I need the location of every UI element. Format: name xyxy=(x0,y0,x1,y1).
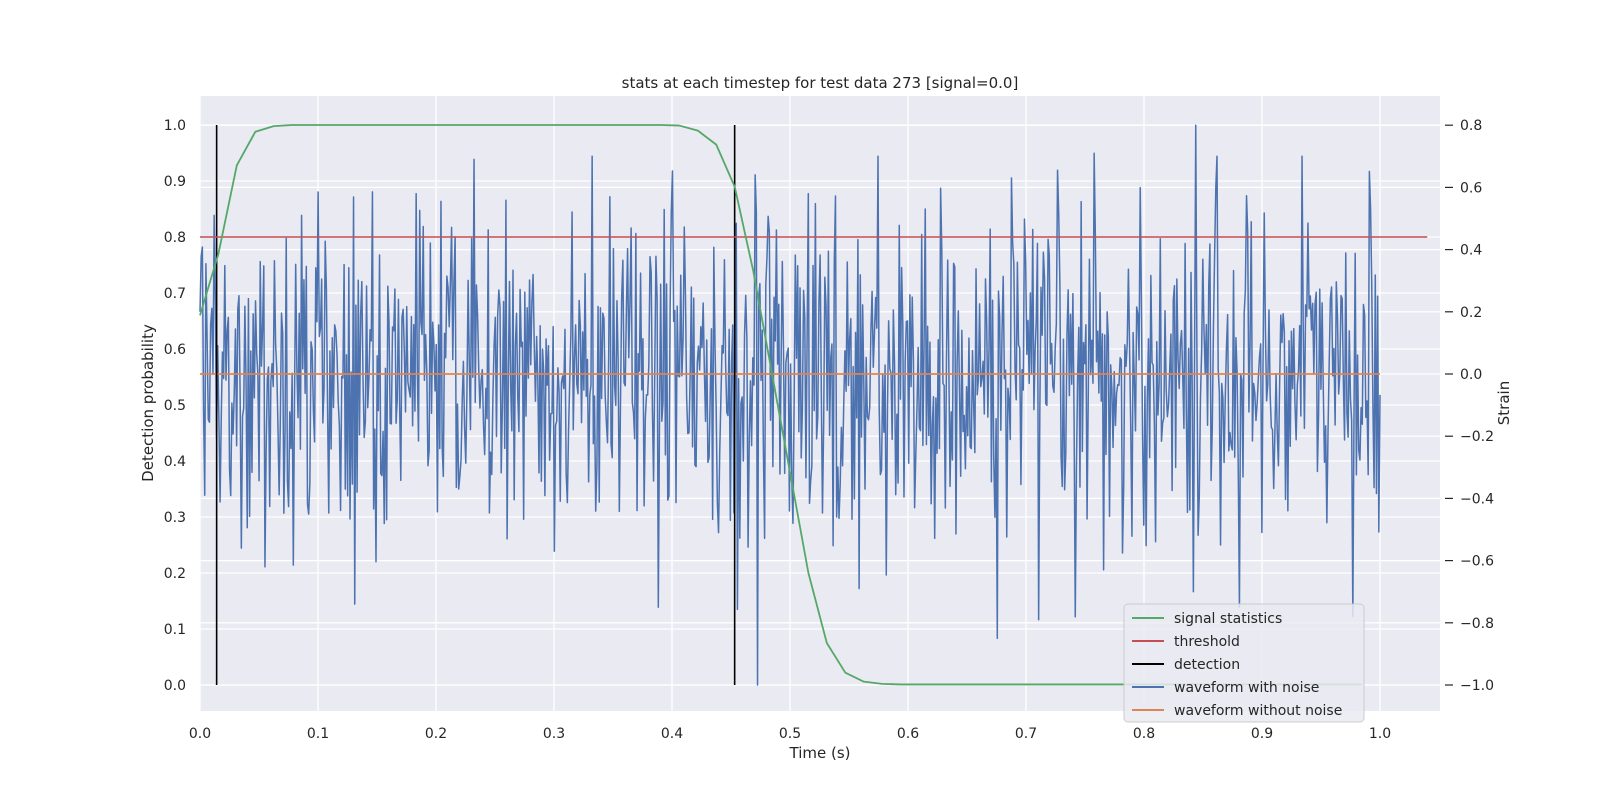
y-tick-label-left: 0.0 xyxy=(164,678,186,694)
legend-entry: threshold xyxy=(1174,634,1240,650)
x-tick-label: 0.3 xyxy=(543,726,565,742)
x-tick-label: 0.8 xyxy=(1133,726,1155,742)
y-tick-label-left: 0.7 xyxy=(164,286,186,302)
x-axis-label: Time (s) xyxy=(789,744,851,762)
y-tick-label-left: 0.2 xyxy=(164,566,186,582)
axes: 0.0 0.1 0.2 0.3 0.4 0.5 0.6 0.7 0.8 0.9 1.0 0.0 0.1 0… xyxy=(164,118,1494,742)
y-tick-label-right: 0.8 xyxy=(1460,118,1482,134)
y-axis-label-right: Strain xyxy=(1495,381,1513,425)
y-tick-label-left: 0.5 xyxy=(164,398,186,414)
x-tick-label: 0.1 xyxy=(307,726,329,742)
y-tick-label-left: 0.9 xyxy=(164,174,186,190)
legend-box xyxy=(1123,603,1365,723)
series-waveform-with-noise xyxy=(199,124,1381,686)
legend-entry: detection xyxy=(1174,657,1240,673)
x-tick-label: 0.4 xyxy=(661,726,683,742)
y-tick-label-right: −0.8 xyxy=(1460,616,1494,632)
legend-entry: waveform with noise xyxy=(1174,680,1319,696)
legend: signal statistics threshold detection wavef… xyxy=(1123,603,1365,723)
y-axis-label-left: Detection probability xyxy=(139,324,157,482)
y-tick-label-left: 1.0 xyxy=(164,118,186,134)
y-tick-label-right: −0.2 xyxy=(1460,429,1494,445)
x-tick-label: 0.6 xyxy=(897,726,919,742)
y-tick-label-left: 0.1 xyxy=(164,622,186,638)
chart-title: stats at each timestep for test data 273… xyxy=(622,74,1019,92)
y-tick-label-left: 0.4 xyxy=(164,454,186,470)
x-tick-label: 0.0 xyxy=(189,726,211,742)
x-tick-label: 1.0 xyxy=(1369,726,1391,742)
y-tick-label-left: 0.3 xyxy=(164,510,186,526)
x-tick-label: 0.2 xyxy=(425,726,447,742)
y-tick-label-right: −0.4 xyxy=(1460,491,1494,507)
y-tick-label-left: 0.8 xyxy=(164,230,186,246)
legend-entry: signal statistics xyxy=(1174,611,1282,627)
y-tick-label-right: 0.0 xyxy=(1460,367,1482,383)
x-tick-label: 0.5 xyxy=(779,726,801,742)
y-tick-label-right: 0.4 xyxy=(1460,243,1482,259)
x-tick-label: 0.9 xyxy=(1251,726,1273,742)
y-tick-label-right: 0.6 xyxy=(1460,180,1482,196)
x-tick-label: 0.7 xyxy=(1015,726,1037,742)
y-tick-label-left: 0.6 xyxy=(164,342,186,358)
y-tick-label-right: −0.6 xyxy=(1460,554,1494,570)
legend-entry: waveform without noise xyxy=(1174,703,1342,719)
y-tick-label-right: −1.0 xyxy=(1460,678,1494,694)
y-tick-label-right: 0.2 xyxy=(1460,305,1482,321)
